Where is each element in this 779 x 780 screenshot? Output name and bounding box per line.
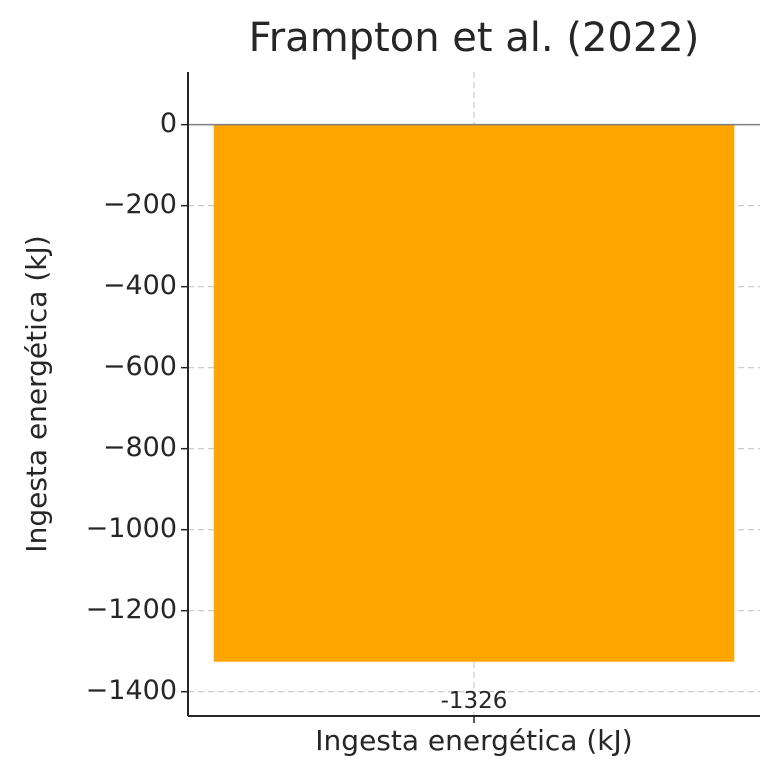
bar — [213, 124, 735, 662]
y-tick-label: −600 — [103, 351, 177, 382]
chart-title: Frampton et al. (2022) — [249, 15, 700, 61]
y-tick-label: 0 — [160, 108, 177, 139]
y-tick-label: −1000 — [86, 513, 177, 544]
y-tick-label: −1400 — [86, 675, 177, 706]
x-axis-label: Ingesta energética (kJ) — [315, 724, 632, 757]
y-tick-label: −800 — [103, 432, 177, 463]
y-axis-label: Ingesta energética (kJ) — [20, 235, 53, 552]
y-tick-label: −1200 — [86, 594, 177, 625]
data-label: -1326 — [441, 688, 508, 714]
y-tick-label: −200 — [103, 189, 177, 220]
y-tick-label: −400 — [103, 270, 177, 301]
